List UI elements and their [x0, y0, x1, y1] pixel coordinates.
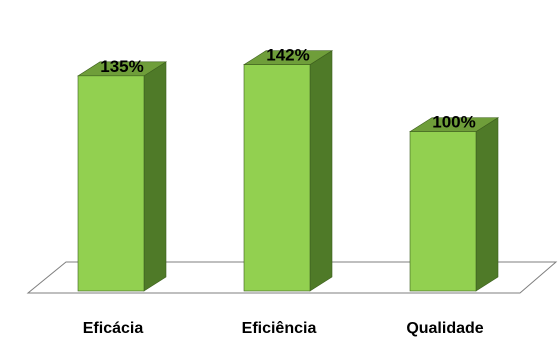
bar-front-face — [77, 75, 145, 292]
category-labels-group: Eficácia Eficiência Qualidade — [83, 320, 484, 337]
category-label-eficácia: Eficácia — [83, 320, 144, 337]
data-label-eficiência: 142% — [266, 46, 309, 65]
data-label-qualidade: 100% — [432, 113, 475, 132]
bar-side-face — [143, 61, 167, 292]
bar-qualidade — [408, 117, 500, 292]
category-label-eficiência: Eficiência — [242, 320, 317, 337]
bar-eficiência — [242, 50, 334, 292]
bars-group — [76, 50, 500, 292]
bar-side-face — [309, 50, 333, 292]
category-label-qualidade: Qualidade — [406, 320, 483, 337]
bar-front-face — [243, 64, 311, 292]
data-label-eficácia: 135% — [100, 57, 143, 76]
bar-front-face — [409, 131, 477, 292]
data-labels-group: 135% 142% 100% — [100, 46, 475, 132]
bar-eficácia — [76, 61, 168, 292]
bar-side-face — [475, 117, 499, 292]
